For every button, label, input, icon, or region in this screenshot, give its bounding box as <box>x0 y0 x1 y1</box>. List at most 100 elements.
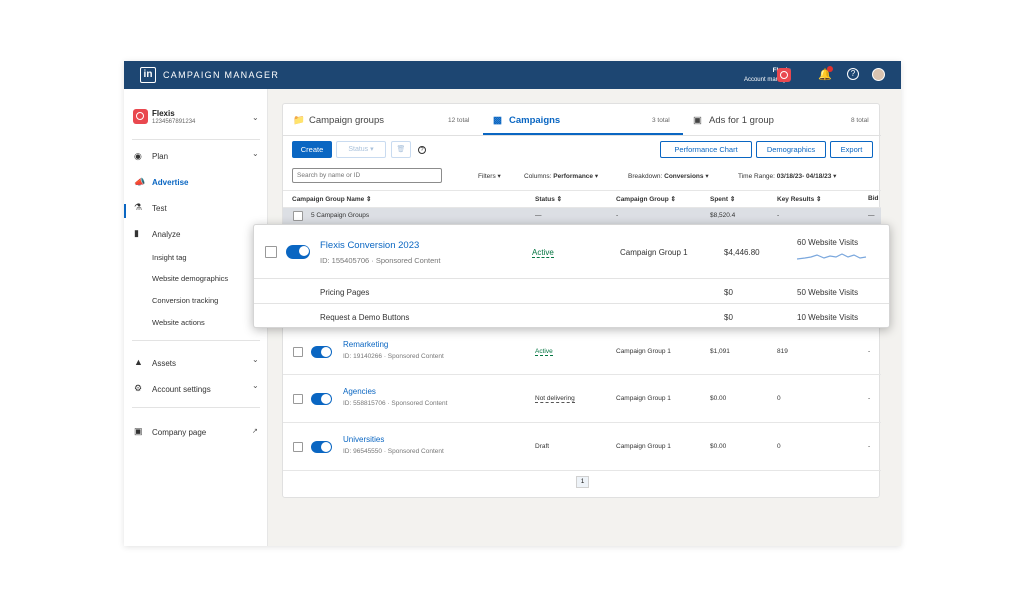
status-dropdown[interactable]: Status ▾ <box>336 141 386 158</box>
campaign-name-link[interactable]: Universities <box>343 435 385 444</box>
tab-ads[interactable]: ▣ Ads for 1 group 8 total <box>683 104 881 136</box>
ad-spent: $0 <box>724 313 733 322</box>
row-checkbox[interactable] <box>293 347 303 357</box>
table-header: Campaign Group Name ⇕ Status ⇕ Campaign … <box>283 190 881 208</box>
header-spent[interactable]: Spent ⇕ <box>710 196 736 203</box>
sidebar-item-assets[interactable]: Assets <box>152 359 177 368</box>
export-button[interactable]: Export <box>830 141 873 158</box>
create-button[interactable]: Create <box>292 141 332 158</box>
tab-campaigns[interactable]: ▩ Campaigns 3 total <box>483 104 683 136</box>
tab-bar: 📁 Campaign groups 12 total ▩ Campaigns 3… <box>283 104 881 136</box>
table-row[interactable]: Agencies ID: 558815706 · Sponsored Conte… <box>283 375 881 423</box>
demographics-button[interactable]: Demographics <box>756 141 826 158</box>
group-summary-status: — <box>535 212 542 219</box>
row-checkbox[interactable] <box>293 442 303 452</box>
delete-button[interactable]: 🗑 <box>391 141 411 158</box>
header-campaign-group[interactable]: Campaign Group ⇕ <box>616 196 676 203</box>
breakdown-dropdown[interactable]: Breakdown: Conversions ▾ <box>628 173 709 180</box>
campaign-toggle[interactable] <box>286 245 310 259</box>
time-range-label: Time Range: <box>738 173 775 180</box>
campaign-id: ID: 96545550 · Sponsored Content <box>343 448 444 455</box>
bid-value: - <box>868 443 871 450</box>
help-icon[interactable]: ? <box>418 146 426 154</box>
campaign-group: Campaign Group 1 <box>620 248 688 257</box>
header-label: Key Results <box>777 196 815 203</box>
sidebar-account-id: 1234567891234 <box>152 119 196 125</box>
account-icon[interactable] <box>777 68 791 82</box>
breakdown-value: Conversions <box>664 173 704 180</box>
divider <box>132 407 260 408</box>
campaign-name-link[interactable]: Flexis Conversion 2023 <box>320 240 420 251</box>
group-summary-name: 5 Campaign Groups <box>311 212 370 219</box>
sidebar-item-company-page[interactable]: Company page <box>152 428 207 437</box>
active-tab-underline <box>483 133 683 135</box>
sidebar-item-advertise[interactable]: Advertise <box>152 178 189 187</box>
campaign-toggle[interactable] <box>311 346 332 358</box>
bid-value: - <box>868 395 871 402</box>
status-badge: Draft <box>535 443 550 450</box>
sidebar-item-account-settings[interactable]: Account settings <box>152 385 211 394</box>
key-results-value: 0 <box>777 443 781 450</box>
row-checkbox[interactable] <box>265 246 277 258</box>
header-label: Spent <box>710 196 729 203</box>
group-summary-spent: $8,520.4 <box>710 212 736 219</box>
row-checkbox[interactable] <box>293 211 303 221</box>
sidebar-item-website-demographics[interactable]: Website demographics <box>152 274 229 283</box>
external-link-icon[interactable]: ↗ <box>252 428 258 435</box>
campaign-id: ID: 155405706 · Sponsored Content <box>320 256 441 265</box>
filters-dropdown[interactable]: Filters ▾ <box>478 173 501 180</box>
row-checkbox[interactable] <box>293 394 303 404</box>
sidebar-item-insight-tag[interactable]: Insight tag <box>152 253 187 262</box>
table-row[interactable]: Remarketing ID: 19140266 · Sponsored Con… <box>283 327 881 375</box>
company-icon: ▣ <box>134 426 143 436</box>
spent-value: $0.00 <box>710 443 727 450</box>
sidebar-item-test[interactable]: Test <box>152 204 167 213</box>
campaign-name-link[interactable]: Agencies <box>343 387 376 396</box>
campaign-id: ID: 19140266 · Sponsored Content <box>343 353 444 360</box>
ad-results: 50 Website Visits <box>797 288 859 297</box>
notification-badge <box>827 66 833 72</box>
top-nav-bar: in CAMPAIGN MANAGER Flexis Account manag… <box>124 61 901 89</box>
sidebar-item-website-actions[interactable]: Website actions <box>152 318 205 327</box>
key-results-value: 0 <box>777 395 781 402</box>
compass-icon: ◉ <box>134 151 142 161</box>
active-indicator <box>124 204 126 218</box>
header-key-results[interactable]: Key Results ⇕ <box>777 196 822 203</box>
chevron-down-icon[interactable]: ⌄ <box>252 149 259 158</box>
time-range-value: 03/18/23- 04/18/23 <box>776 173 832 180</box>
help-icon[interactable]: ? <box>847 68 859 80</box>
columns-dropdown[interactable]: Columns: Performance ▾ <box>524 173 599 180</box>
columns-value: Performance <box>553 173 594 180</box>
pagination-page[interactable]: 1 <box>576 476 589 488</box>
chevron-down-icon[interactable]: ⌄ <box>252 381 259 390</box>
tab-campaign-groups[interactable]: 📁 Campaign groups 12 total <box>283 104 483 136</box>
bell-icon[interactable]: 🔔 <box>818 69 832 81</box>
megaphone-icon: 📣 <box>134 177 146 187</box>
header-name[interactable]: Campaign Group Name ⇕ <box>292 196 372 203</box>
breakdown-label: Breakdown: <box>628 173 663 180</box>
campaign-group: Campaign Group 1 <box>616 443 671 450</box>
performance-chart-button[interactable]: Performance Chart <box>660 141 752 158</box>
ad-sub-row[interactable]: Pricing Pages $0 50 Website Visits <box>254 278 889 303</box>
tab-count: 8 total <box>851 117 869 124</box>
sidebar: Flexis 1234567891234 ⌄ ◉ Plan ⌄ 📣 Advert… <box>124 89 268 546</box>
key-results-value: 819 <box>777 348 788 355</box>
header-status[interactable]: Status ⇕ <box>535 196 563 203</box>
chevron-down-icon[interactable]: ⌄ <box>252 113 259 122</box>
time-range-dropdown[interactable]: Time Range: 03/18/23- 04/18/23 ▾ <box>738 173 837 180</box>
ad-sub-row[interactable]: Request a Demo Buttons $0 10 Website Vis… <box>254 303 889 328</box>
sidebar-item-conversion-tracking[interactable]: Conversion tracking <box>152 296 219 305</box>
linkedin-logo[interactable]: in <box>140 67 156 83</box>
chevron-down-icon[interactable]: ⌄ <box>252 355 259 364</box>
sidebar-item-plan[interactable]: Plan <box>152 152 169 161</box>
campaign-group: Campaign Group 1 <box>616 348 671 355</box>
header-bid[interactable]: Bid <box>868 195 878 202</box>
sidebar-item-analyze[interactable]: Analyze <box>152 230 181 239</box>
sidebar-account-name[interactable]: Flexis <box>152 109 175 118</box>
campaign-toggle[interactable] <box>311 441 332 453</box>
avatar[interactable] <box>872 68 885 81</box>
campaign-toggle[interactable] <box>311 393 332 405</box>
table-row[interactable]: Universities ID: 96545550 · Sponsored Co… <box>283 423 881 471</box>
campaign-name-link[interactable]: Remarketing <box>343 340 389 349</box>
search-input[interactable] <box>292 168 442 183</box>
